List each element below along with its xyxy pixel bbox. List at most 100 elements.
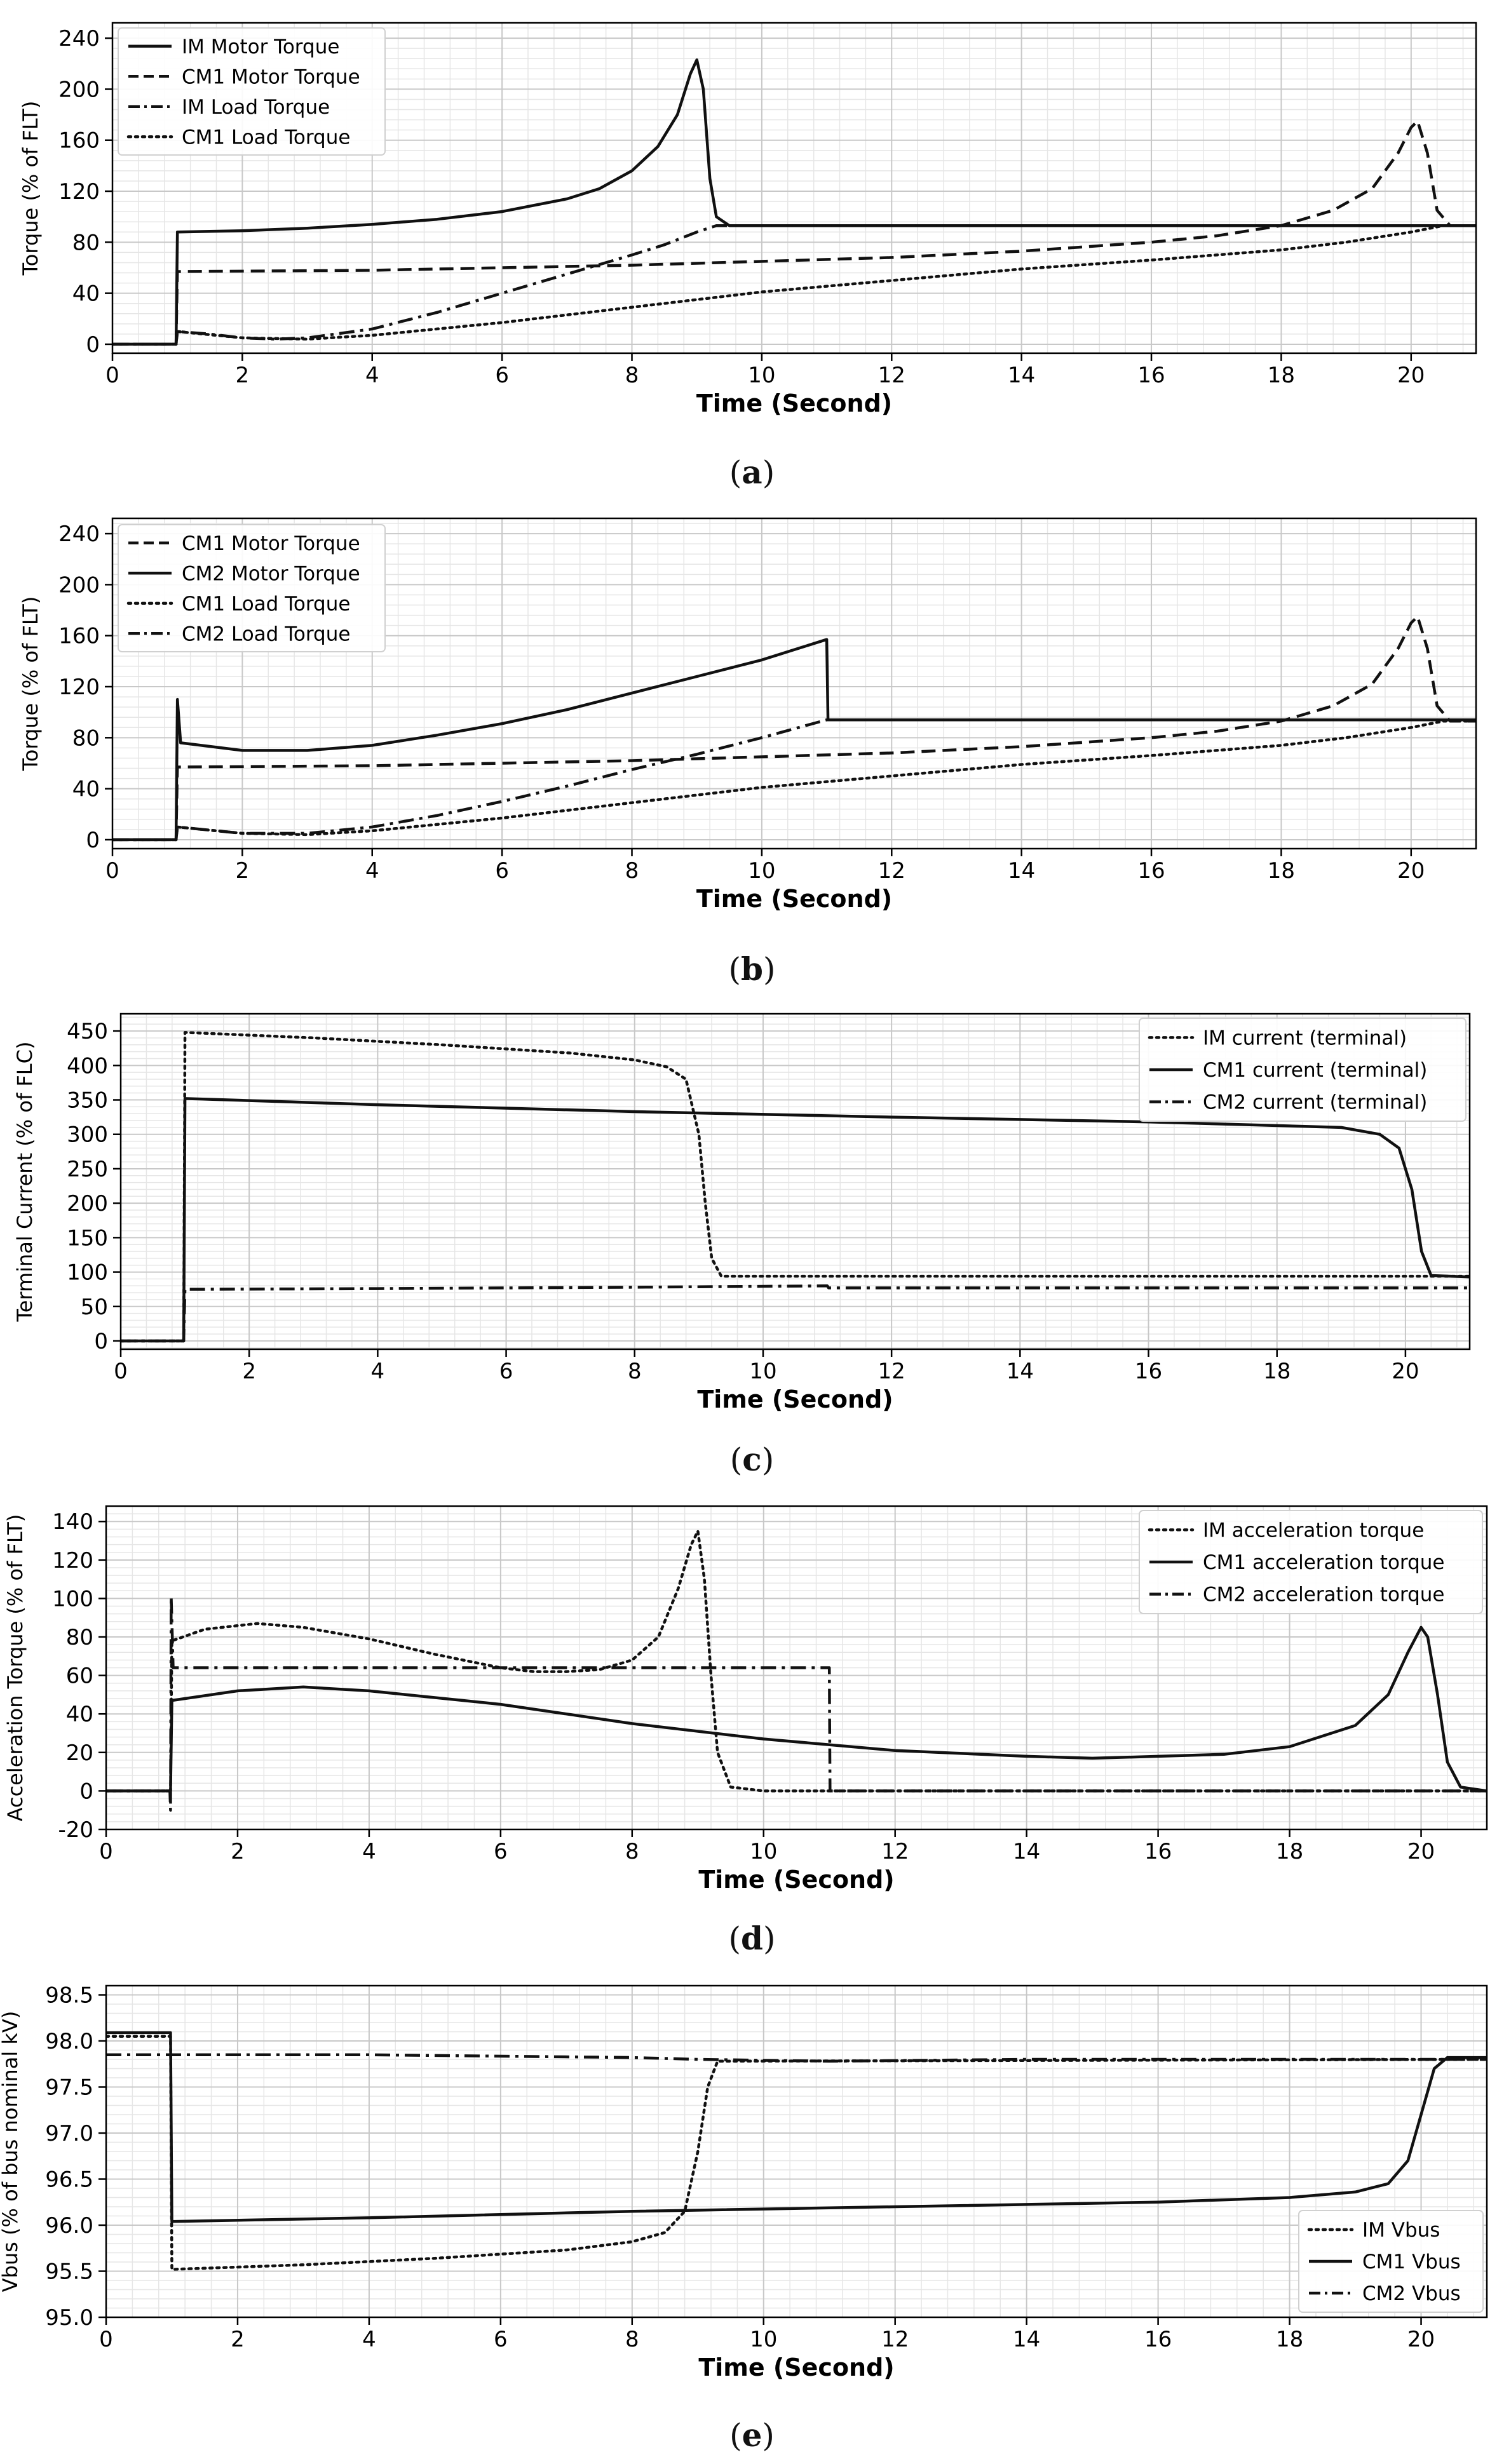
- tick-label-y: 400: [67, 1053, 108, 1079]
- legend: IM Motor Torque CM1 Motor Torque IM Load T…: [118, 27, 386, 156]
- series-line-cm2-motor-torque: [112, 638, 1476, 842]
- chart-panel-e: 0 2 4 6 8 10 12 14 16 18 20 95.0 95.5 96.0 96.5 97.0 97.…: [0, 1983, 1488, 2381]
- series-line-cm2-vbus: [106, 2053, 1487, 2063]
- y-axis-label: Torque (% of FLT): [18, 596, 43, 772]
- tick-label-x: 4: [365, 363, 379, 388]
- tick-label-x: 8: [625, 858, 639, 884]
- caption-b: (b): [728, 950, 776, 988]
- tick-label-y: 160: [58, 624, 100, 649]
- series-line-cm2-load-torque: [112, 718, 1476, 842]
- tick-label-x: 16: [1137, 858, 1165, 884]
- tick-label-y: 95.5: [45, 2259, 93, 2285]
- legend-entry: CM1 Motor Torque: [182, 532, 360, 555]
- axes-frame: [105, 1984, 1488, 2319]
- tick-label-y: 160: [58, 128, 100, 154]
- tick-label-x: 12: [881, 2327, 909, 2352]
- tick-label-x: 8: [628, 1359, 642, 1384]
- tick-label-x: 6: [495, 363, 509, 388]
- y-axis-label: Vbus (% of bus nominal kV): [0, 2011, 22, 2292]
- tick-label-y: 100: [67, 1260, 108, 1286]
- axes-frame: [119, 1013, 1471, 1350]
- tick-label-y: 95.0: [45, 2305, 93, 2331]
- tick-label-y: 350: [67, 1088, 108, 1114]
- tick-label-x: 4: [365, 858, 379, 884]
- x-axis-label: Time (Second): [696, 885, 892, 913]
- series-line-cm2-acceleration-torque: [106, 1595, 1487, 1812]
- tick-label-y: 20: [66, 1740, 93, 1766]
- tick-label-x: 2: [236, 858, 250, 884]
- tick-label-x: 2: [231, 2327, 245, 2352]
- legend-entry: IM Load Torque: [182, 96, 330, 119]
- tick-label-x: 18: [1276, 1839, 1303, 1864]
- caption-a-label: a: [742, 454, 762, 491]
- tick-label-y: 80: [72, 230, 100, 255]
- tick-label-x: 12: [878, 858, 905, 884]
- tick-label-x: 6: [494, 2327, 508, 2352]
- tick-label-y: 0: [94, 1329, 108, 1354]
- tick-label-x: 4: [371, 1359, 385, 1384]
- legend-entry: CM1 current (terminal): [1203, 1059, 1427, 1082]
- tick-label-x: 12: [878, 363, 905, 388]
- tick-label-y: 0: [86, 828, 100, 853]
- tick-label-x: 20: [1407, 1839, 1435, 1864]
- legend-entry: CM2 Motor Torque: [182, 562, 360, 585]
- tick-label-x: 20: [1392, 1359, 1419, 1384]
- legend-entry: CM2 current (terminal): [1203, 1091, 1427, 1114]
- tick-label-x: 14: [1013, 1839, 1040, 1864]
- legend-entry: CM2 acceleration torque: [1203, 1584, 1445, 1606]
- caption-c-label: c: [742, 1441, 762, 1478]
- y-axis-label: Terminal Current (% of FLC): [13, 1042, 37, 1323]
- legend-entry: CM1 Vbus: [1362, 2251, 1461, 2273]
- tick-label-x: 14: [1008, 858, 1035, 884]
- tick-label-y: 240: [58, 26, 100, 51]
- tick-label-y: 60: [66, 1664, 93, 1689]
- x-axis-label: Time (Second): [697, 1385, 893, 1413]
- tick-label-y: 450: [67, 1019, 108, 1044]
- x-axis-label: Time (Second): [698, 2353, 894, 2381]
- series-line-cm1-current-terminal: [121, 1097, 1470, 1343]
- caption-c: (c): [729, 1441, 775, 1478]
- tick-label-x: 4: [362, 1839, 376, 1864]
- tick-label-x: 0: [99, 2327, 113, 2352]
- tick-label-y: 300: [67, 1122, 108, 1148]
- tick-label-x: 4: [362, 2327, 376, 2352]
- legend-entry: CM1 Load Torque: [182, 126, 350, 149]
- x-axis-label: Time (Second): [696, 389, 892, 417]
- legend-entry: CM2 Vbus: [1362, 2282, 1461, 2305]
- tick-label-y: 50: [81, 1295, 108, 1320]
- tick-label-y: 40: [72, 777, 100, 802]
- caption-d: (d): [728, 1920, 776, 1957]
- tick-label-x: 0: [99, 1839, 113, 1864]
- tick-label-x: 14: [1008, 363, 1035, 388]
- tick-label-x: 8: [625, 363, 639, 388]
- tick-label-x: 0: [105, 363, 119, 388]
- tick-label-y: 250: [67, 1157, 108, 1182]
- tick-label-x: 18: [1276, 2327, 1303, 2352]
- tick-label-y: 40: [72, 281, 100, 307]
- series-line-cm2-current-terminal: [121, 1284, 1470, 1343]
- tick-label-x: 10: [748, 363, 775, 388]
- axes-frame: [111, 22, 1477, 354]
- tick-label-x: 16: [1144, 1839, 1172, 1864]
- legend-box: [118, 27, 386, 156]
- legend-entry: IM Vbus: [1362, 2219, 1440, 2242]
- tick-label-y: 0: [86, 332, 100, 358]
- chart-panel-c: 0 2 4 6 8 10 12 14 16 18 2005010015020025030035040…: [13, 1013, 1471, 1413]
- tick-label-y: 140: [52, 1509, 93, 1535]
- caption-b-label: b: [741, 950, 763, 988]
- tick-label-y: 120: [52, 1548, 93, 1573]
- legend-box: [1298, 2210, 1484, 2313]
- legend-box: [1139, 1018, 1467, 1122]
- legend-entry: IM acceleration torque: [1203, 1519, 1424, 1542]
- tick-label-x: 14: [1006, 1359, 1034, 1384]
- tick-label-y: 0: [79, 1779, 93, 1804]
- legend-entry: CM1 Motor Torque: [182, 65, 360, 88]
- tick-label-y: 96.5: [45, 2167, 93, 2193]
- tick-label-y: 120: [58, 675, 100, 700]
- y-axis-label: Torque (% of FLT): [18, 101, 43, 276]
- tick-label-x: 16: [1144, 2327, 1172, 2352]
- tick-label-x: 20: [1407, 2327, 1435, 2352]
- tick-label-x: 2: [231, 1839, 245, 1864]
- tick-label-y: 98.0: [45, 2029, 93, 2054]
